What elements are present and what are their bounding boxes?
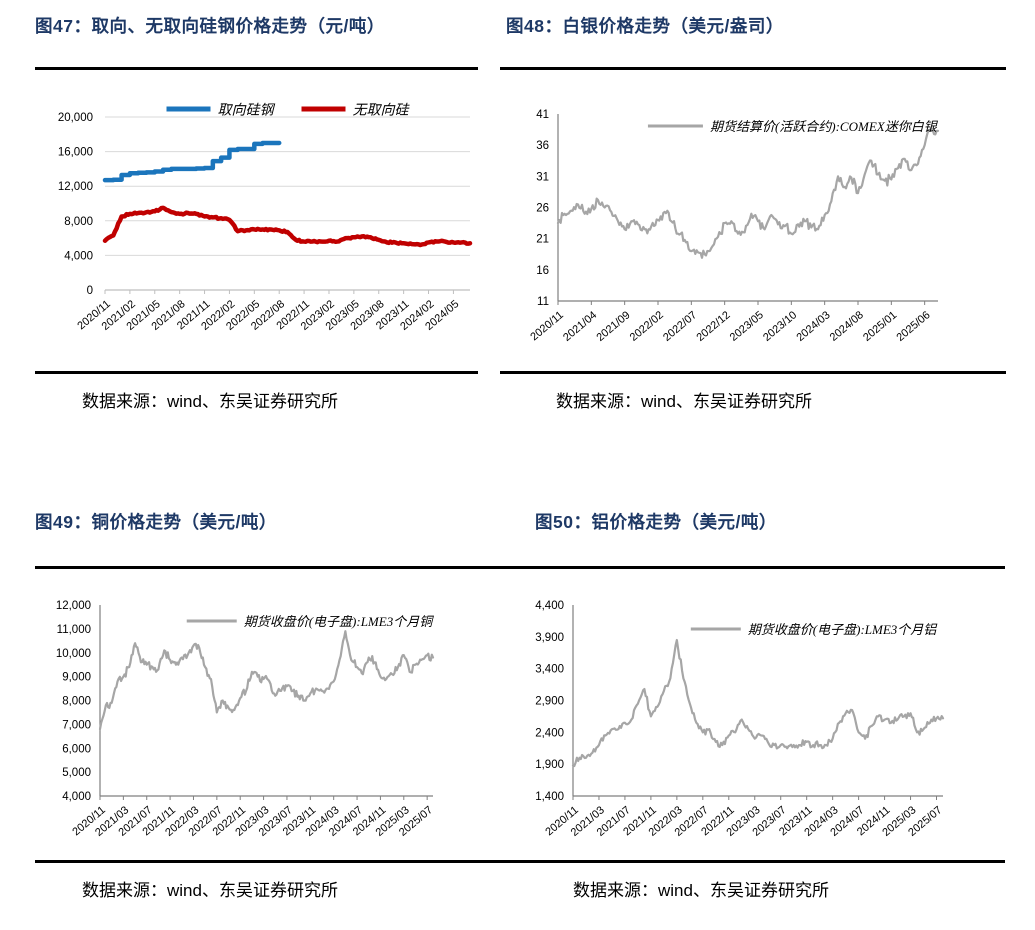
svg-text:31: 31	[536, 171, 549, 183]
svg-text:10,000: 10,000	[56, 648, 91, 660]
svg-text:2,900: 2,900	[535, 696, 564, 708]
figure-49-50-top-rule	[35, 566, 1005, 569]
svg-text:2020/11: 2020/11	[528, 309, 566, 343]
svg-text:2021/04: 2021/04	[561, 309, 599, 344]
svg-text:36: 36	[536, 140, 549, 152]
svg-text:2021/09: 2021/09	[594, 309, 632, 344]
svg-text:2022/07: 2022/07	[661, 309, 699, 344]
svg-text:1,900: 1,900	[535, 759, 564, 771]
svg-text:2024/08: 2024/08	[828, 309, 866, 344]
svg-text:8,000: 8,000	[64, 216, 93, 228]
svg-text:4,000: 4,000	[62, 791, 91, 803]
svg-text:2024/03: 2024/03	[794, 309, 832, 344]
svg-text:8,000: 8,000	[62, 696, 91, 708]
svg-text:9,000: 9,000	[62, 672, 91, 684]
copper-price-line-chart: 4,000 5,000 6,000 7,000 8,000 9,000 10,000 11,0…	[56, 600, 435, 839]
svg-text:无取向硅: 无取向硅	[353, 102, 411, 118]
svg-text:16,000: 16,000	[58, 147, 93, 159]
figure-47-top-rule	[35, 67, 478, 70]
figure-47-title: 图47：取向、无取向硅钢价格走势（元/吨）	[35, 16, 385, 36]
figure-49-50-bottom-rule	[35, 860, 1005, 863]
aluminum-price-line-chart: 1,4001,9002,4002,9003,4003,9004,4002020/…	[535, 600, 944, 839]
svg-text:4,400: 4,400	[535, 600, 564, 612]
svg-text:2025/06: 2025/06	[894, 309, 932, 344]
figure-49-source-note: 数据来源：wind、东吴证券研究所	[82, 881, 338, 900]
svg-text:20,000: 20,000	[58, 112, 93, 124]
svg-text:26: 26	[536, 203, 549, 215]
svg-text:0: 0	[87, 285, 93, 297]
figure-50-title: 图50：铝价格走势（美元/吨）	[535, 512, 777, 532]
svg-text:16: 16	[536, 265, 549, 277]
svg-text:41: 41	[536, 109, 549, 121]
svg-text:12,000: 12,000	[58, 181, 93, 193]
svg-text:4,000: 4,000	[64, 250, 93, 262]
figure-48-bottom-rule	[500, 371, 1006, 374]
svg-text:5,000: 5,000	[62, 767, 91, 779]
figure-50-source-note: 数据来源：wind、东吴证券研究所	[573, 881, 829, 900]
svg-text:12,000: 12,000	[56, 600, 91, 612]
svg-text:期货收盘价(电子盘):LME3个月铝: 期货收盘价(电子盘):LME3个月铝	[748, 622, 938, 637]
svg-text:6,000: 6,000	[62, 743, 91, 755]
svg-text:取向硅钢: 取向硅钢	[218, 102, 276, 118]
svg-text:3,400: 3,400	[535, 664, 564, 676]
silicon-steel-price-line-chart: 04,0008,00012,00016,00020,0002020/112021…	[58, 102, 473, 333]
svg-text:7,000: 7,000	[62, 719, 91, 731]
svg-text:11: 11	[537, 296, 549, 308]
svg-text:3,900: 3,900	[535, 632, 564, 644]
figure-48-source-note: 数据来源：wind、东吴证券研究所	[556, 392, 812, 411]
figure-48-top-rule	[500, 67, 1006, 70]
svg-text:2,400: 2,400	[535, 727, 564, 739]
figure-49-title: 图49：铜价格走势（美元/吨）	[35, 512, 277, 532]
svg-text:期货结算价(活跃合约):COMEX迷你白银: 期货结算价(活跃合约):COMEX迷你白银	[710, 119, 939, 134]
svg-text:2023/10: 2023/10	[761, 309, 799, 344]
svg-text:2022/02: 2022/02	[628, 309, 666, 344]
silver-price-line-chart: 111621263136412020/112021/042021/092022/…	[528, 109, 940, 344]
svg-text:21: 21	[536, 234, 549, 246]
figure-47-source-note: 数据来源：wind、东吴证券研究所	[82, 392, 338, 411]
svg-text:2023/05: 2023/05	[728, 309, 766, 344]
svg-text:1,400: 1,400	[535, 791, 564, 803]
svg-text:期货收盘价(电子盘):LME3个月铜: 期货收盘价(电子盘):LME3个月铜	[244, 614, 434, 629]
svg-text:11,000: 11,000	[57, 624, 91, 636]
svg-text:2025/01: 2025/01	[861, 309, 899, 344]
figure-48-title: 图48：白银价格走势（美元/盎司）	[506, 16, 784, 36]
svg-text:2022/12: 2022/12	[694, 309, 732, 344]
figure-47-bottom-rule	[35, 371, 478, 374]
